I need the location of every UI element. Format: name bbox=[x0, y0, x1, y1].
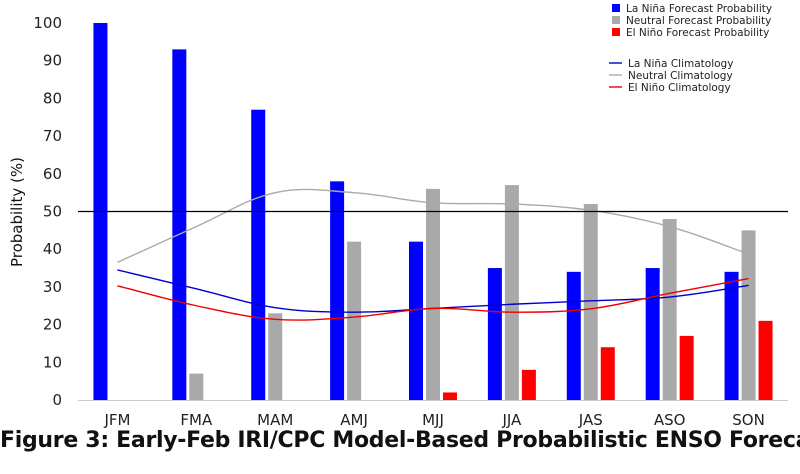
bar bbox=[330, 181, 345, 400]
x-tick-label: JJA bbox=[501, 411, 522, 428]
x-tick-label: SON bbox=[732, 411, 765, 428]
x-tick-label: ASO bbox=[654, 411, 686, 428]
y-tick-labels: 0 10 20 30 40 50 60 70 80 90 100 bbox=[33, 14, 62, 409]
legend-label: El Niño Forecast Probability bbox=[626, 27, 769, 39]
bar bbox=[645, 268, 660, 400]
bar bbox=[268, 313, 283, 400]
enso-forecast-chart: 0 10 20 30 40 50 60 70 80 90 100 JFM FMA MAM AMJ MJJ JJ… bbox=[8, 3, 788, 428]
bar bbox=[521, 369, 536, 400]
bar bbox=[741, 230, 756, 400]
x-tick-label: JAS bbox=[578, 411, 603, 428]
figure-caption: Figure 3: Early-Feb IRI/CPC Model-Based … bbox=[0, 428, 800, 453]
x-tick-label: MJJ bbox=[422, 411, 444, 428]
bar bbox=[724, 271, 739, 400]
legend-swatch bbox=[612, 4, 620, 12]
y-tick-label: 70 bbox=[43, 127, 62, 145]
legend-label: El Niño Climatology bbox=[628, 82, 731, 94]
y-tick-label: 40 bbox=[43, 240, 62, 258]
bar bbox=[347, 241, 362, 400]
legend-swatch bbox=[612, 16, 620, 24]
y-tick-label: 0 bbox=[52, 391, 62, 409]
y-axis-title: Probability (%) bbox=[8, 157, 26, 267]
reference-line-group bbox=[78, 210, 788, 401]
bar bbox=[189, 373, 204, 400]
bar bbox=[426, 188, 440, 400]
y-tick-label: 50 bbox=[43, 203, 62, 221]
bar bbox=[409, 241, 423, 400]
bar bbox=[487, 268, 502, 400]
bar bbox=[504, 185, 519, 400]
x-tick-label: JFM bbox=[103, 411, 130, 428]
legend-label: Neutral Forecast Probability bbox=[626, 15, 771, 27]
climatology-line bbox=[117, 277, 749, 321]
bar bbox=[172, 49, 187, 400]
y-tick-label: 100 bbox=[33, 14, 62, 32]
bar bbox=[600, 347, 615, 400]
x-tick-label: MAM bbox=[257, 411, 293, 428]
climatology-lines bbox=[117, 188, 749, 321]
x-tick-labels: JFM FMA MAM AMJ MJJ JJA JAS ASO SON bbox=[103, 411, 764, 428]
y-tick-label: 20 bbox=[43, 316, 62, 334]
y-tick-label: 10 bbox=[43, 353, 62, 371]
bar bbox=[251, 109, 266, 401]
legend-label: La Niña Climatology bbox=[628, 58, 733, 70]
x-tick-label: FMA bbox=[180, 411, 213, 428]
legend-label: La Niña Forecast Probability bbox=[626, 3, 772, 15]
bar bbox=[583, 203, 598, 400]
bar bbox=[679, 335, 694, 400]
bar bbox=[758, 320, 773, 400]
bars bbox=[93, 23, 773, 401]
climatology-line bbox=[117, 188, 749, 264]
bar bbox=[566, 271, 581, 400]
legend-swatch bbox=[612, 28, 620, 36]
x-tick-label: AMJ bbox=[340, 411, 368, 428]
bar bbox=[662, 219, 677, 400]
y-tick-label: 30 bbox=[43, 278, 62, 296]
y-tick-label: 90 bbox=[43, 52, 62, 70]
y-tick-label: 80 bbox=[43, 89, 62, 107]
legend-label: Neutral Climatology bbox=[628, 70, 733, 82]
bar bbox=[443, 392, 457, 400]
y-tick-label: 60 bbox=[43, 165, 62, 183]
